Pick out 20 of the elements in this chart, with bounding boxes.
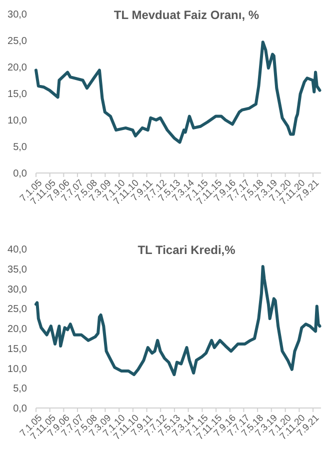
y-tick-label: 5,0 (13, 142, 28, 153)
y-tick-label: 15,0 (8, 344, 28, 355)
y-tick-label: 40,0 (8, 244, 28, 256)
line-series (34, 264, 322, 376)
y-tick-label: 0,0 (13, 168, 28, 180)
y-tick-label: 30,0 (8, 284, 28, 296)
y-tick-label: 25,0 (8, 304, 28, 316)
y-tick-label: 15,0 (8, 89, 28, 100)
y-tick-label: 30,0 (8, 10, 28, 20)
line-series (34, 40, 322, 144)
y-tick-label: 20,0 (8, 324, 28, 335)
y-tick-label: 10,0 (8, 364, 28, 375)
y-tick-label: 0,0 (13, 404, 28, 414)
chart-title: TL Ticari Kredi,% (138, 243, 236, 257)
y-tick-label: 25,0 (8, 36, 28, 47)
y-tick-label: 10,0 (8, 116, 28, 126)
y-tick-label: 5,0 (13, 384, 28, 395)
chart-title: TL Mevduat Faiz Oranı, % (114, 8, 260, 22)
y-tick-label: 20,0 (8, 62, 28, 74)
y-tick-label: 35,0 (8, 264, 28, 276)
